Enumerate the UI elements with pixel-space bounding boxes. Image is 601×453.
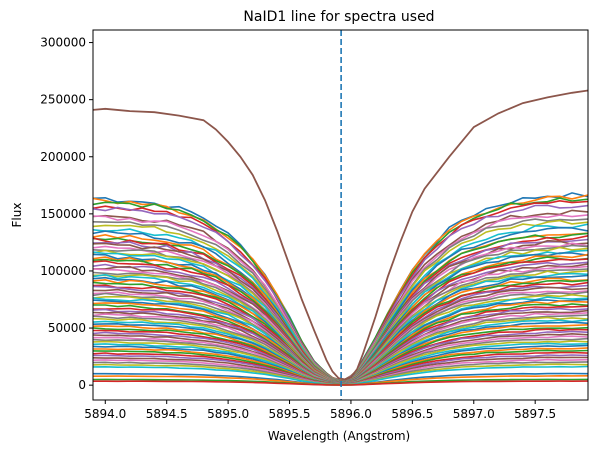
x-tick-label: 5896.0 bbox=[330, 407, 372, 421]
y-tick-label: 200000 bbox=[40, 150, 86, 164]
x-tick-label: 5895.5 bbox=[269, 407, 311, 421]
x-tick-label: 5897.0 bbox=[453, 407, 495, 421]
x-axis: 5894.0 5894.5 5895.0 5895.5 5896.0 5896.5 5897… bbox=[84, 400, 556, 421]
x-tick-label: 5897.5 bbox=[514, 407, 556, 421]
y-tick-label: 0 bbox=[78, 378, 86, 392]
x-tick-label: 5894.0 bbox=[84, 407, 126, 421]
y-tick-label: 100000 bbox=[40, 264, 86, 278]
y-tick-label: 250000 bbox=[40, 93, 86, 107]
plot-frame bbox=[92, 29, 589, 401]
plot-area bbox=[92, 29, 589, 401]
brightest-spectrum-line bbox=[93, 89, 588, 381]
x-tick-label: 5896.5 bbox=[391, 407, 433, 421]
x-axis-label: Wavelength (Angstrom) bbox=[268, 429, 410, 443]
y-axis-label: Flux bbox=[10, 203, 24, 228]
x-tick-label: 5894.5 bbox=[146, 407, 188, 421]
x-tick-label: 5895.0 bbox=[207, 407, 249, 421]
y-tick-label: 300000 bbox=[40, 36, 86, 50]
y-tick-label: 50000 bbox=[48, 321, 86, 335]
y-axis: 0 50000 100000 150000 200000 250000 300000 bbox=[40, 36, 93, 392]
y-tick-label: 150000 bbox=[40, 207, 86, 221]
chart-title: NaID1 line for spectra used bbox=[243, 9, 434, 25]
